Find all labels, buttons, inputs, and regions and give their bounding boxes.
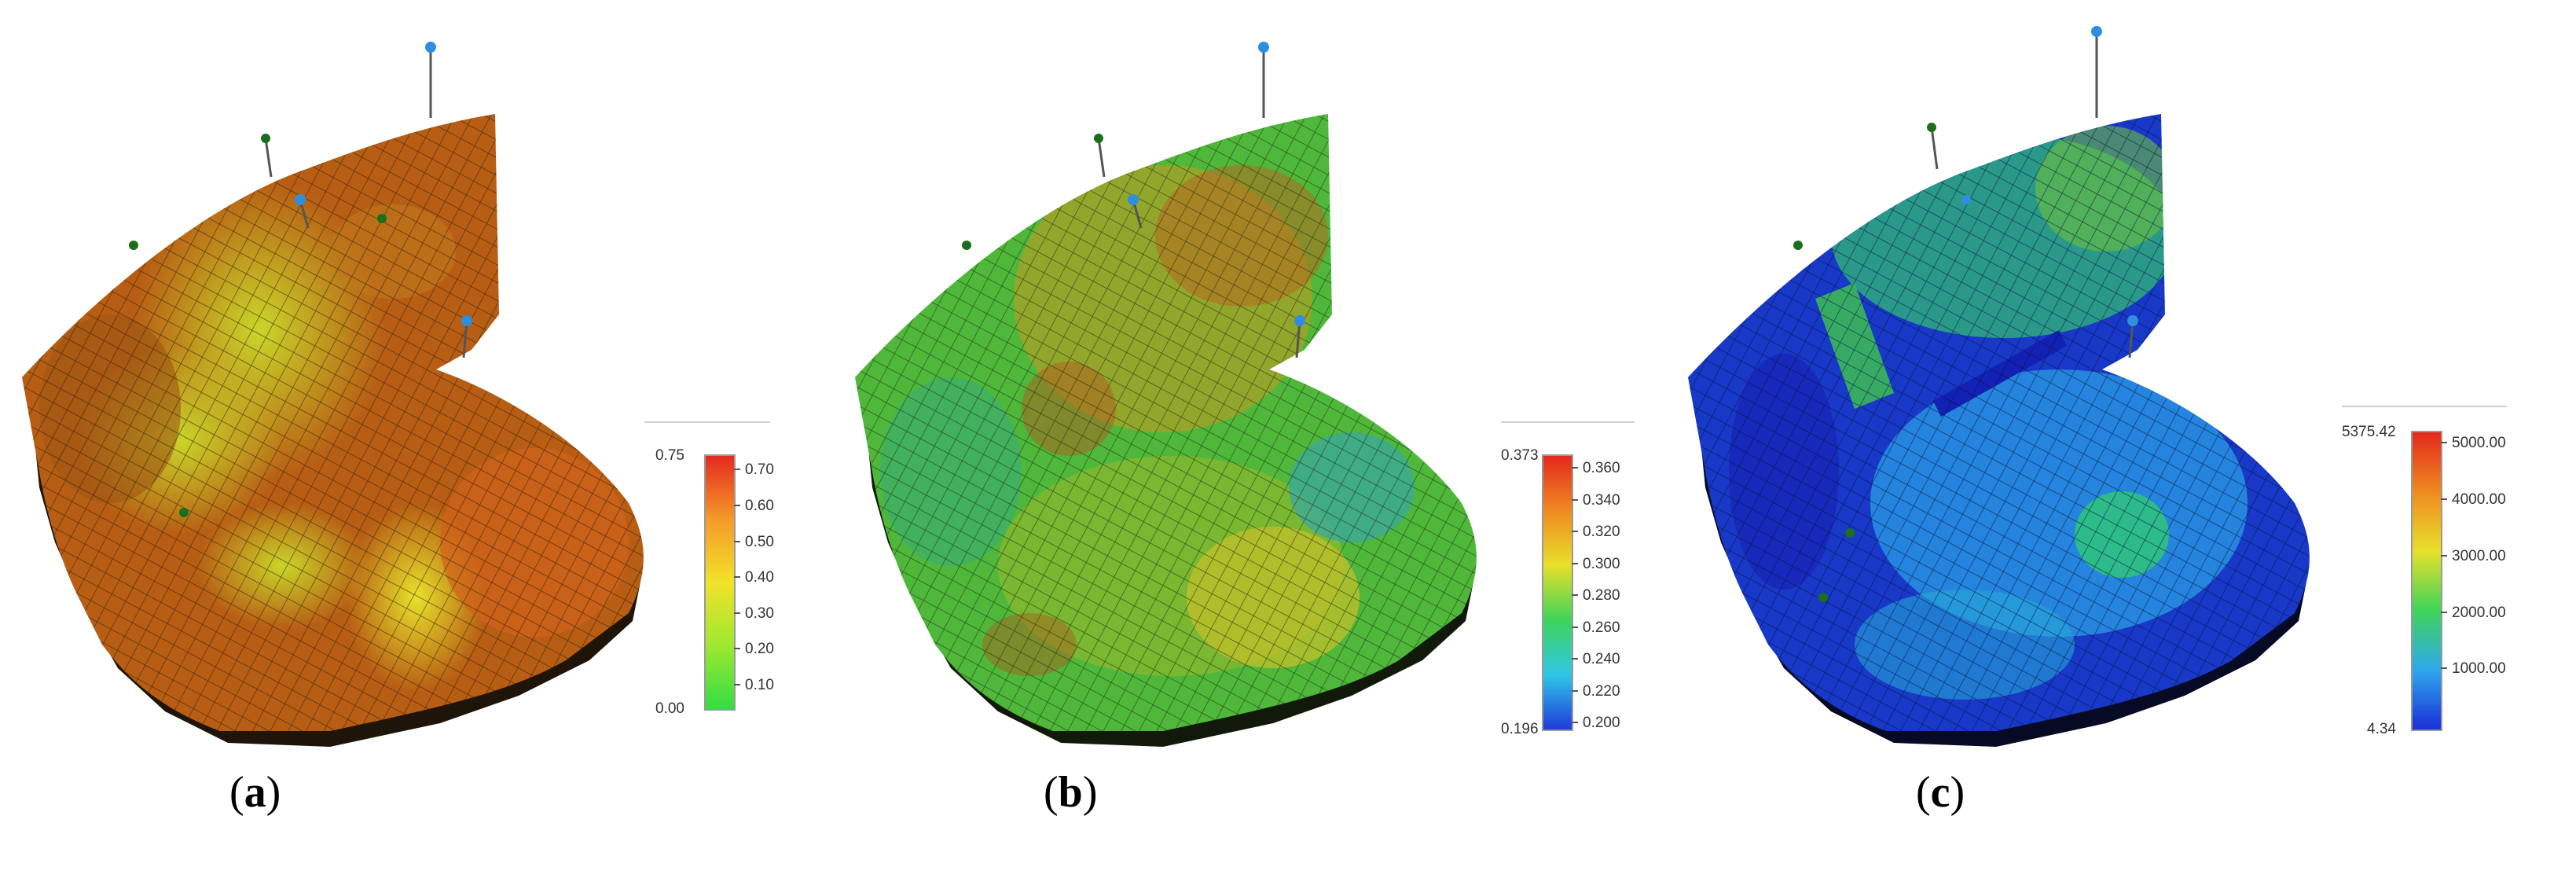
colorbar-gradient-c	[2411, 431, 2442, 731]
colorbar-tick-mark	[734, 469, 740, 471]
caption-c: (c)	[1916, 768, 1965, 817]
colorbar-tick-mark	[734, 540, 740, 542]
colorbar-tick-mark	[734, 612, 740, 614]
colorbar-tick-label: 0.280	[1583, 587, 1620, 605]
colorbar-tick-mark	[1572, 467, 1578, 469]
colorbar-tick-mark	[1572, 594, 1578, 597]
colorbar-tick-label: 0.340	[1583, 491, 1620, 509]
reservoir-model-a	[22, 42, 644, 747]
panel-a: 0.75 0.00 0.10 0.20 0.30 0.40 0.50 0.60 0.70 (…	[0, 0, 858, 882]
colorbar-tick-mark	[2441, 498, 2447, 500]
colorbar-tick-mark	[1572, 722, 1578, 724]
colorbar-tick-mark	[734, 576, 740, 579]
colorbar-tick-label: 0.320	[1583, 524, 1620, 541]
colorbar-tick-mark	[1572, 531, 1578, 533]
colorbar-tick-mark	[2441, 442, 2447, 444]
colorbar-tick-label: 0.200	[1583, 715, 1620, 732]
colorbar-tick-mark	[1572, 689, 1578, 692]
colorbar-b: 0.373 0.196 0.200 0.220 0.240 0.260 0.280 0.3…	[1501, 421, 1635, 737]
colorbar-tick-mark	[2441, 611, 2447, 613]
colorbar-tick-mark	[1572, 498, 1578, 501]
colorbar-min-c: 4.34	[2367, 721, 2396, 737]
colorbar-a: 0.75 0.00 0.10 0.20 0.30 0.40 0.50 0.60 0.70	[644, 421, 774, 720]
colorbar-max-c: 5375.42	[2342, 424, 2396, 440]
reservoir-model-c	[1688, 26, 2310, 747]
colorbar-tick-label: 0.300	[1583, 555, 1620, 572]
colorbar-tick-label: 0.20	[745, 641, 774, 658]
colorbar-tick-label: 0.220	[1583, 682, 1620, 700]
colorbar-tick-mark	[2441, 667, 2447, 670]
colorbar-min-b: 0.196	[1501, 721, 1539, 737]
panel-c: 5375.42 4.34 1000.00 2000.00 3000.00 4000.0…	[1666, 0, 2524, 882]
colorbar-tick-mark	[734, 504, 740, 506]
colorbar-tick-label: 0.60	[745, 497, 774, 514]
colorbar-gradient-b	[1542, 454, 1573, 731]
reservoir-model-b	[855, 42, 1477, 747]
panel-b: 0.373 0.196 0.200 0.220 0.240 0.260 0.280 0.3…	[833, 0, 1691, 882]
colorbar-tick-label: 0.260	[1583, 619, 1620, 636]
colorbar-tick-label: 0.50	[745, 533, 774, 550]
colorbar-tick-mark	[1572, 658, 1578, 660]
colorbar-tick-label: 0.70	[745, 461, 774, 479]
colorbar-tick-mark	[734, 648, 740, 650]
caption-a: (a)	[229, 768, 281, 817]
colorbar-max-b: 0.373	[1501, 447, 1539, 464]
colorbar-tick-label: 0.10	[745, 677, 774, 694]
colorbar-c: 5375.42 4.34 1000.00 2000.00 3000.00 4000.0…	[2342, 406, 2507, 737]
colorbar-tick-label: 4000.00	[2452, 491, 2506, 508]
colorbar-max-a: 0.75	[655, 447, 684, 464]
colorbar-tick-label: 2000.00	[2452, 604, 2506, 621]
colorbar-tick-label: 1000.00	[2452, 660, 2506, 678]
caption-b: (b)	[1044, 768, 1098, 817]
colorbar-tick-mark	[2441, 554, 2447, 557]
colorbar-tick-label: 0.30	[745, 605, 774, 622]
colorbar-tick-label: 3000.00	[2452, 547, 2506, 564]
colorbar-tick-mark	[1572, 562, 1578, 564]
colorbar-tick-label: 0.360	[1583, 460, 1620, 477]
colorbar-min-a: 0.00	[655, 700, 684, 717]
colorbar-tick-mark	[1572, 626, 1578, 628]
colorbar-tick-label: 0.40	[745, 569, 774, 586]
colorbar-tick-mark	[734, 684, 740, 686]
colorbar-tick-label: 5000.00	[2452, 435, 2506, 452]
colorbar-gradient-a	[704, 454, 736, 711]
colorbar-tick-label: 0.240	[1583, 651, 1620, 668]
